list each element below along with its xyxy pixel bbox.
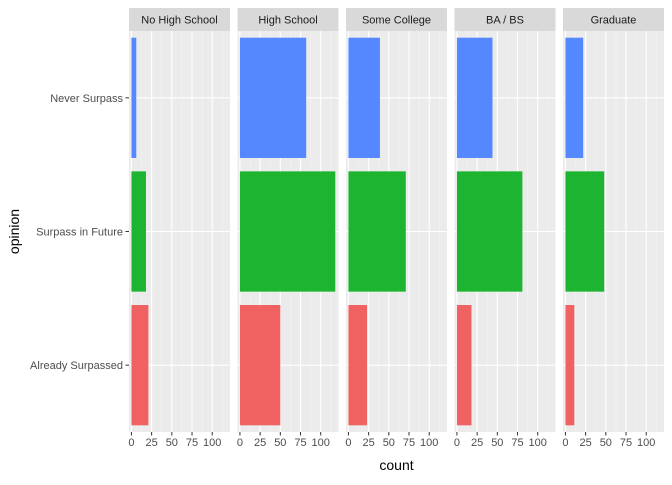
facet-strip: [346, 8, 447, 31]
x-tick-label: 25: [145, 437, 157, 449]
x-tick-label: 0: [237, 437, 243, 449]
facet-label: Graduate: [591, 15, 637, 27]
x-tick-label: 75: [403, 437, 415, 449]
facet-label: Some College: [362, 15, 431, 27]
bar-never-surpass: [456, 37, 493, 158]
x-tick-label: 75: [186, 437, 198, 449]
x-tick-label: 100: [203, 437, 221, 449]
x-tick-label: 100: [637, 437, 655, 449]
facet-label: No High School: [141, 15, 217, 27]
bar-surpass-in-future: [239, 171, 336, 292]
bar-never-surpass: [239, 37, 307, 158]
bar-surpass-in-future: [348, 171, 406, 292]
x-tick-label: 100: [529, 437, 547, 449]
bar-never-surpass: [348, 37, 380, 158]
facet-label: BA / BS: [486, 15, 524, 27]
facet-strip: [563, 8, 664, 31]
x-tick-label: 25: [579, 437, 591, 449]
facet-label: High School: [258, 15, 317, 27]
bar-already-surpassed: [239, 305, 281, 426]
x-tick-label: 0: [562, 437, 568, 449]
bar-surpass-in-future: [456, 171, 523, 292]
x-tick-label: 50: [383, 437, 395, 449]
x-tick-label: 50: [274, 437, 286, 449]
x-tick-label: 75: [294, 437, 306, 449]
bar-surpass-in-future: [565, 171, 605, 292]
x-axis-title: count: [379, 457, 413, 473]
x-tick-label: 0: [345, 437, 351, 449]
facet-strip: [129, 8, 230, 31]
x-tick-label: 0: [128, 437, 134, 449]
bar-already-surpassed: [348, 305, 368, 426]
x-tick-label: 25: [362, 437, 374, 449]
y-axis-title: opinion: [6, 209, 22, 254]
y-tick-label: Already Surpassed: [30, 360, 123, 372]
bar-surpass-in-future: [131, 171, 146, 292]
x-tick-label: 25: [471, 437, 483, 449]
x-tick-label: 0: [454, 437, 460, 449]
x-tick-label: 50: [166, 437, 178, 449]
x-tick-label: 100: [420, 437, 438, 449]
facet-strip: [237, 8, 339, 31]
bar-already-surpassed: [456, 305, 472, 426]
bar-never-surpass: [565, 37, 584, 158]
x-tick-label: 50: [600, 437, 612, 449]
bar-already-surpassed: [131, 305, 149, 426]
x-tick-label: 75: [620, 437, 632, 449]
facet-strip: [454, 8, 556, 31]
bar-never-surpass: [131, 37, 137, 158]
y-tick-label: Surpass in Future: [36, 227, 123, 239]
bar-already-surpassed: [565, 305, 575, 426]
y-tick-label: Never Surpass: [50, 93, 123, 105]
x-tick-label: 25: [254, 437, 266, 449]
x-tick-label: 100: [312, 437, 330, 449]
x-tick-label: 75: [511, 437, 523, 449]
x-tick-label: 50: [491, 437, 503, 449]
